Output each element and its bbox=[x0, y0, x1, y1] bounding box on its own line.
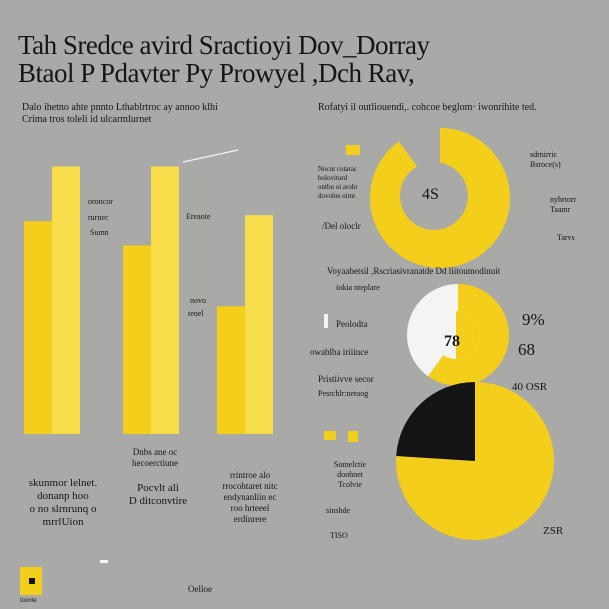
note-line: erdinrere bbox=[233, 514, 267, 524]
pie2-center-value: 78 bbox=[444, 333, 460, 350]
note-line: mrrlUion bbox=[42, 516, 84, 528]
bar-label-f: teoel bbox=[188, 309, 204, 318]
bottom-mid-c: rrintroe alo rrocohtaret nitc endynanlii… bbox=[205, 470, 295, 525]
note-line: rrintroe alo bbox=[229, 470, 271, 480]
bottom-mid-a: Dnbs ane oc hecoerctiune bbox=[120, 447, 190, 469]
donut-hole bbox=[400, 162, 468, 230]
note-line: donanp hoo bbox=[37, 490, 89, 502]
pie2-label-a: Peolodta bbox=[336, 319, 368, 329]
bar bbox=[24, 221, 52, 434]
side-line: Bsroce(s) bbox=[530, 160, 561, 169]
footer-text: Oelloe bbox=[188, 584, 212, 594]
legend-swatch-3 bbox=[324, 431, 336, 440]
label-line: donhnet bbox=[337, 470, 363, 479]
pie3-label-b: sinshde bbox=[326, 506, 350, 515]
side-line: Taamr bbox=[550, 205, 571, 214]
donut1-legend: Nocnt cotarac boloviturd ontbu oi arohr … bbox=[318, 165, 378, 201]
chart-title-line-1: Tah Sredce avird Sractioyi Dov_Dorray bbox=[18, 30, 430, 60]
badge-icon bbox=[29, 578, 35, 584]
note-line: roo hrteeel bbox=[230, 503, 270, 513]
bar-label-b: rurnec bbox=[88, 213, 109, 222]
section2-sub: iokia nteplare bbox=[336, 283, 380, 292]
bar-label-a: oroncor bbox=[88, 197, 113, 206]
left-subtitle-line-2: Crima tros toleli id ulcarmlurnet bbox=[22, 114, 152, 125]
donut1-center-value: 4S bbox=[422, 186, 439, 203]
bar-label-e: novo bbox=[190, 296, 206, 305]
note-line: hecoerctiune bbox=[132, 458, 178, 468]
pie2-label-d: Pesrchlr:netoog bbox=[318, 389, 369, 398]
side-line: nyhrtorr bbox=[550, 195, 577, 204]
chart-title-line-2: Btaol P Pdavter Py Prowyel ,Dch Rav, bbox=[18, 58, 415, 88]
legend-entry: Nocnt cotarac bbox=[318, 165, 358, 173]
donut1-side-c: Tarvs bbox=[557, 233, 575, 242]
note-line: o no slrnrunq o bbox=[29, 503, 97, 515]
label-line: Tcolvie bbox=[338, 480, 362, 489]
side-line: sdrnirric bbox=[530, 150, 558, 159]
legend-entry: boloviturd bbox=[318, 174, 348, 182]
bar bbox=[123, 245, 151, 434]
bar bbox=[52, 166, 80, 435]
bar-label-d: Ereaote bbox=[186, 212, 211, 221]
legend-swatch-4 bbox=[348, 431, 358, 442]
left-subtitle-line-1: Dalo ihetno ahte pnnto Lthablrtroc ay an… bbox=[22, 102, 218, 113]
note-line: rrocohtaret nitc bbox=[222, 481, 278, 491]
legend-swatch-2 bbox=[324, 314, 328, 328]
badge-text: toonte bbox=[20, 598, 37, 604]
legend-swatch-1 bbox=[346, 145, 360, 155]
pie2-label-c: Pristiivve secor bbox=[318, 374, 374, 384]
note-line: skunmor lelnet. bbox=[28, 477, 98, 489]
bottom-left-note: skunmor lelnet. donanp hoo o no slrnrunq… bbox=[18, 477, 108, 529]
bottom-mid-b: Pocvlt ali D ditconvtire bbox=[118, 482, 198, 508]
footer-marker bbox=[100, 560, 108, 563]
note-line: Dnbs ane oc bbox=[132, 447, 178, 457]
bar bbox=[151, 166, 179, 435]
donut1-side-b: nyhrtorr Taamr bbox=[550, 195, 576, 215]
donut1-note: /Del oloclr bbox=[322, 221, 361, 231]
note-line: D ditconvtire bbox=[128, 495, 188, 507]
pie-chart-2 bbox=[407, 284, 510, 386]
pie2-value-b: 68 bbox=[518, 340, 535, 359]
pie3-label-c: TISO bbox=[330, 531, 348, 540]
pie3-label-a: Somelctie donhnet Tcolvie bbox=[320, 460, 380, 490]
note-line: endynanliin ec bbox=[223, 492, 277, 502]
bar bbox=[217, 306, 245, 434]
trend-line bbox=[182, 149, 239, 163]
pie2-value-a: 9% bbox=[522, 310, 545, 329]
bar bbox=[245, 215, 273, 434]
pie-slice bbox=[396, 382, 475, 461]
pie3-value: ZSR bbox=[543, 525, 564, 537]
right-subtitle: Rofatyi il outliouendi,. cohcoe beglom· … bbox=[318, 102, 537, 113]
pie2-label-b: owablba iriiince bbox=[310, 347, 369, 357]
pie2-value-c: 40 OSR bbox=[512, 381, 548, 393]
donut1-side-a: sdrnirric Bsroce(s) bbox=[530, 150, 561, 170]
note-line: Pocvlt ali bbox=[137, 482, 179, 494]
legend-entry: ontbu oi arohr bbox=[318, 183, 358, 191]
bar-label-c: Sumn bbox=[90, 228, 109, 237]
pie-inner-slice bbox=[456, 311, 480, 359]
bar-chart bbox=[24, 166, 273, 435]
label-line: Somelctie bbox=[334, 460, 366, 469]
legend-entry: dovolne oimt bbox=[318, 192, 356, 200]
section2-title: Voyaabetsil ,Rscriasivranatde Dd liitoum… bbox=[327, 266, 501, 276]
pie-chart-3 bbox=[395, 382, 554, 540]
donut-chart-1 bbox=[370, 128, 510, 268]
